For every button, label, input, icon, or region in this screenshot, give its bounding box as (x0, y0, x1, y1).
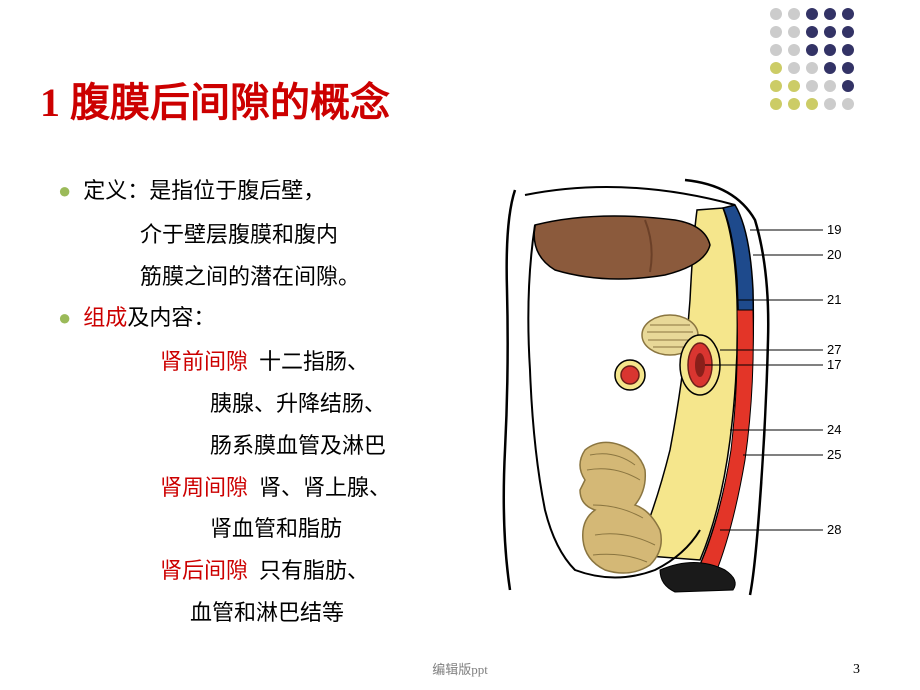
definition-cont1: 介于壁层腹膜和腹内 (50, 214, 450, 256)
decor-dot (806, 98, 818, 110)
intestine-shape (580, 442, 661, 573)
sub1-black: 十二指肠、 (248, 349, 369, 374)
composition-black: 及内容： (127, 305, 215, 330)
sub1-cont1: 胰腺、升降结肠、 (50, 383, 450, 425)
liver-shape (534, 216, 710, 279)
anatomy-diagram: 19 20 21 27 17 24 25 28 (475, 170, 875, 600)
decor-dot (770, 62, 782, 74)
decor-dot (824, 26, 836, 38)
decorative-dots (770, 8, 890, 128)
page-number: 3 (853, 662, 860, 678)
label-25: 25 (827, 447, 841, 462)
sub2-red: 肾周间隙 (160, 475, 248, 500)
sub3-cont1: 血管和淋巴结等 (50, 592, 450, 634)
decor-dot (788, 98, 800, 110)
decor-dot (788, 80, 800, 92)
decor-dot (806, 80, 818, 92)
sub1-line: 肾前间隙 十二指肠、 (50, 341, 450, 383)
decor-dot (770, 98, 782, 110)
decor-dot (824, 98, 836, 110)
label-20: 20 (827, 247, 841, 262)
bullet-composition: ● 组成及内容： (50, 297, 450, 339)
decor-dot (824, 62, 836, 74)
label-28: 28 (827, 522, 841, 537)
label-24: 24 (827, 422, 841, 437)
decor-dot (824, 80, 836, 92)
sub2-cont1: 肾血管和脂肪 (50, 508, 450, 550)
kidney-hilum (695, 353, 705, 377)
decor-dot (842, 62, 854, 74)
vessel-inner (621, 366, 639, 384)
decor-dot (824, 44, 836, 56)
decor-dot (788, 62, 800, 74)
decor-dot (806, 62, 818, 74)
composition-text: 组成及内容： (83, 297, 450, 339)
sub1-red: 肾前间隙 (160, 349, 248, 374)
sub2-black: 肾、肾上腺、 (248, 475, 391, 500)
footer-text: 编辑版ppt (0, 659, 920, 678)
decor-dot (842, 80, 854, 92)
decor-dot (842, 98, 854, 110)
decor-dot (842, 26, 854, 38)
bullet-definition: ● 定义：是指位于腹后壁， (50, 170, 450, 212)
decor-dot (842, 8, 854, 20)
decor-dot (770, 44, 782, 56)
decor-dot (770, 8, 782, 20)
black-bottom-shape (660, 563, 735, 593)
decor-dot (806, 26, 818, 38)
bullet-icon: ● (58, 170, 71, 212)
diagram-svg: 19 20 21 27 17 24 25 28 (475, 170, 875, 600)
rib-top (525, 187, 735, 205)
decor-dot (788, 8, 800, 20)
decor-dot (770, 80, 782, 92)
definition-cont2: 筋膜之间的潜在间隙。 (50, 256, 450, 298)
label-21: 21 (827, 292, 841, 307)
decor-dot (788, 26, 800, 38)
decor-dot (806, 44, 818, 56)
label-19: 19 (827, 222, 841, 237)
sub2-line: 肾周间隙 肾、肾上腺、 (50, 467, 450, 509)
content-area: ● 定义：是指位于腹后壁， 介于壁层腹膜和腹内 筋膜之间的潜在间隙。 ● 组成及… (50, 170, 450, 634)
decor-dot (806, 8, 818, 20)
sub3-red: 肾后间隙 (160, 558, 248, 583)
decor-dot (788, 44, 800, 56)
slide-title: 1 腹膜后间隙的概念 (40, 70, 390, 128)
sub3-line: 肾后间隙 只有脂肪、 (50, 550, 450, 592)
bullet-icon: ● (58, 297, 71, 339)
decor-dot (842, 44, 854, 56)
definition-text: 定义：是指位于腹后壁， (83, 170, 450, 212)
sub3-black: 只有脂肪、 (248, 558, 369, 583)
label-17: 17 (827, 357, 841, 372)
sub1-cont2: 肠系膜血管及淋巴 (50, 425, 450, 467)
label-27: 27 (827, 342, 841, 357)
decor-dot (824, 8, 836, 20)
decor-dot (770, 26, 782, 38)
composition-red: 组成 (83, 305, 127, 330)
